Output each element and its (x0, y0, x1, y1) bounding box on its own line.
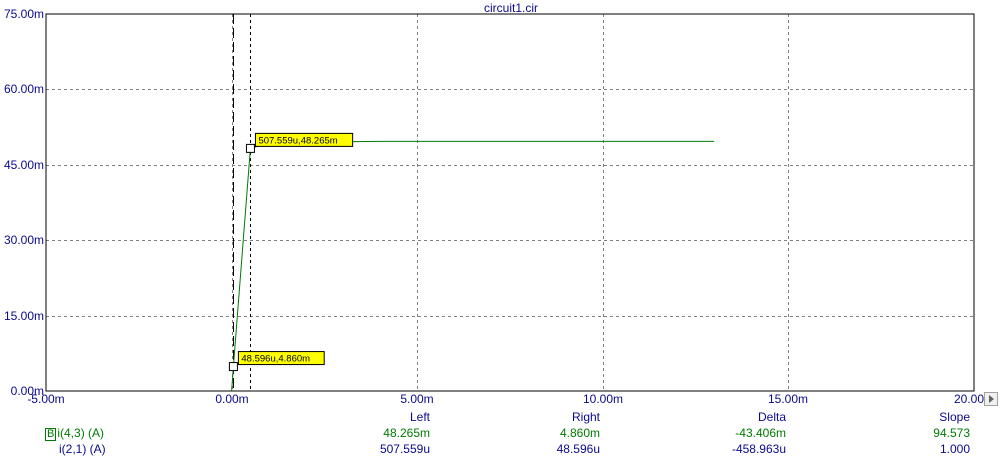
trace-name-2[interactable]: i(2,1) (A) (59, 442, 106, 456)
cursor-point-marker (245, 143, 255, 153)
row1-delta: -43.406m (735, 426, 786, 440)
trace-name-label: i(4,3) (A) (57, 426, 105, 440)
x-tick-label: -5.00m (27, 392, 64, 406)
y-axis-labels: 0.00m 15.00m 30.00m 45.00m 60.00m 75.00m (4, 7, 44, 398)
x-tick-label: 0.00m (215, 392, 248, 406)
cursor-lines[interactable] (233, 14, 251, 391)
row1-right: 4.860m (559, 426, 600, 440)
y-tick-label: 15.00m (4, 309, 44, 323)
chart-title: circuit1.cir (484, 1, 538, 15)
chart-plot[interactable]: circuit1.cir 0.00m 15.00m 30.00m 45.00m 60.0… (0, 0, 1000, 408)
selected-trace-marker: B (45, 428, 57, 441)
cursor-value-tag (254, 132, 354, 147)
x-axis-labels: -5.00m 0.00m 5.00m 10.00m 15.00m 20.00m (27, 392, 994, 406)
x-tick-label: 10.00m (583, 392, 623, 406)
header-right: Right (571, 410, 600, 424)
x-tick-label: 5.00m (400, 392, 433, 406)
header-left: Left (409, 410, 430, 424)
row2-right: 48.596u (556, 442, 600, 456)
y-tick-label: 0.00m (11, 384, 44, 398)
cursor-value-label: 48.596u,4.860m (241, 354, 310, 365)
header-delta: Delta (757, 410, 786, 424)
cursor-point-marker (228, 362, 238, 372)
cursor-markers: 48.596u,4.860m 507.559u,48.265m (228, 132, 354, 372)
y-tick-label: 75.00m (4, 7, 44, 21)
grid-lines (46, 14, 974, 391)
row1-left: 48.265m (383, 426, 430, 440)
cursor-value-tag (237, 351, 325, 366)
y-tick-label: 30.00m (4, 233, 44, 247)
cursor-value-label: 507.559u,48.265m (258, 135, 337, 146)
row1-slope: 94.573 (933, 426, 970, 440)
row2-delta: -458.963u (731, 442, 786, 456)
row2-left: 507.559u (379, 442, 430, 456)
row2-slope: 1.000 (939, 442, 970, 456)
plot-frame (45, 13, 975, 392)
y-tick-label: 60.00m (4, 82, 44, 96)
header-slope: Slope (939, 410, 970, 424)
x-tick-label: 15.00m (768, 392, 808, 406)
y-tick-label: 45.00m (4, 158, 44, 172)
scroll-right-arrow-icon[interactable] (984, 392, 998, 406)
